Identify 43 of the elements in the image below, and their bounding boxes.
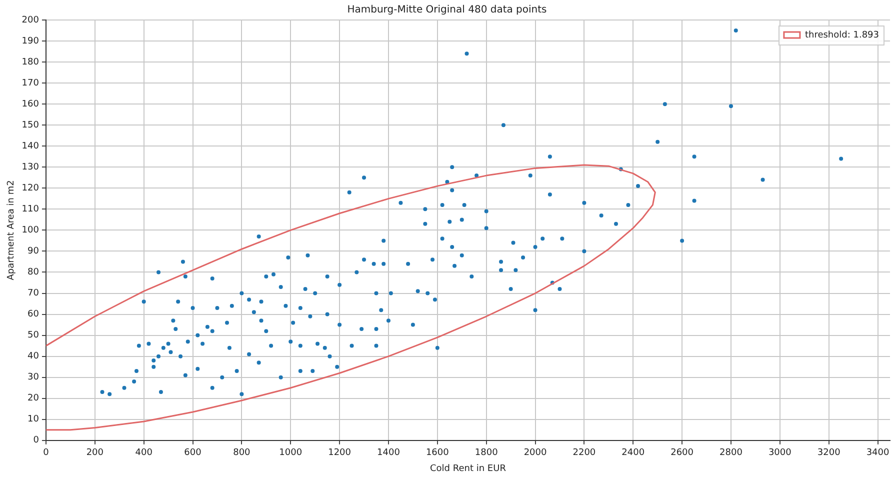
x-tick-label: 1000 <box>279 448 302 458</box>
x-tick-label: 1800 <box>474 448 498 458</box>
y-tick-label: 130 <box>22 162 40 172</box>
y-tick-label: 170 <box>22 78 40 88</box>
y-tick-label: 40 <box>28 352 40 362</box>
y-tick-label: 180 <box>22 57 40 68</box>
y-tick-label: 120 <box>22 184 40 194</box>
x-axis-title: Cold Rent in EUR <box>430 464 506 474</box>
x-tick-label: 2800 <box>720 448 743 458</box>
legend-label: threshold: 1.893 <box>804 30 880 40</box>
y-tick-label: 10 <box>28 414 40 425</box>
x-tick-label: 600 <box>184 448 202 458</box>
y-tick-label: 200 <box>22 15 40 26</box>
y-tick-label: 150 <box>22 120 40 130</box>
y-tick-label: 80 <box>28 268 40 278</box>
chart-title: Hamburg-Mitte Original 480 data points <box>347 4 547 16</box>
x-tick-label: 800 <box>233 448 251 458</box>
x-tick-label: 3400 <box>866 448 890 458</box>
x-tick-label: 0 <box>43 448 50 458</box>
x-tick-label: 3000 <box>768 448 792 458</box>
y-tick-label: 160 <box>22 99 40 110</box>
y-tick-label: 0 <box>33 436 40 446</box>
x-tick-label: 1200 <box>328 448 352 458</box>
y-tick-label: 100 <box>22 226 40 236</box>
x-tick-label: 2200 <box>572 448 596 458</box>
y-tick-label: 30 <box>28 372 40 383</box>
x-tick-label: 2000 <box>524 448 547 458</box>
y-tick-label: 110 <box>22 204 40 215</box>
x-tick-label: 3200 <box>817 448 841 458</box>
x-tick-label: 1400 <box>377 448 400 458</box>
y-tick-label: 20 <box>28 394 40 404</box>
y-tick-label: 90 <box>28 246 40 257</box>
y-tick-label: 70 <box>28 288 40 299</box>
x-tick-label: 400 <box>135 448 153 458</box>
y-tick-label: 140 <box>22 141 40 152</box>
x-tick-label: 200 <box>86 448 104 458</box>
y-axis-title: Apartment Area in m2 <box>6 180 17 280</box>
y-tick-label: 60 <box>28 310 40 320</box>
y-tick-label: 190 <box>22 36 40 46</box>
x-tick-label: 1600 <box>426 448 450 458</box>
x-tick-label: 2600 <box>670 448 694 458</box>
y-tick-label: 50 <box>28 330 40 341</box>
x-tick-label: 2400 <box>622 448 645 458</box>
